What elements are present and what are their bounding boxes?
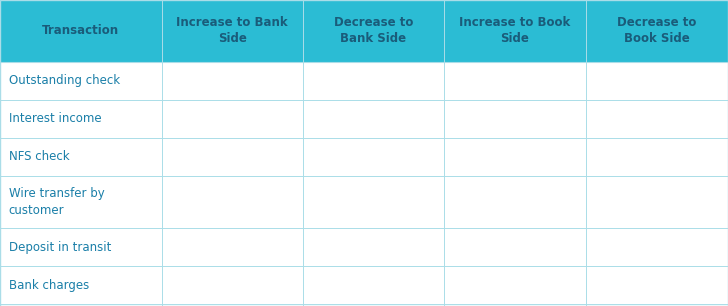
Text: Wire transfer by
customer: Wire transfer by customer	[9, 187, 105, 217]
Text: Outstanding check: Outstanding check	[9, 74, 120, 88]
Text: Decrease to
Book Side: Decrease to Book Side	[617, 17, 697, 46]
Text: Deposit in transit: Deposit in transit	[9, 241, 111, 253]
Text: Increase to Bank
Side: Increase to Bank Side	[176, 17, 288, 46]
Text: Decrease to
Bank Side: Decrease to Bank Side	[333, 17, 414, 46]
Text: Transaction: Transaction	[42, 24, 119, 38]
Text: NFS check: NFS check	[9, 151, 69, 163]
Text: Increase to Book
Side: Increase to Book Side	[459, 17, 571, 46]
Text: Interest income: Interest income	[9, 113, 101, 125]
Text: Bank charges: Bank charges	[9, 278, 89, 292]
